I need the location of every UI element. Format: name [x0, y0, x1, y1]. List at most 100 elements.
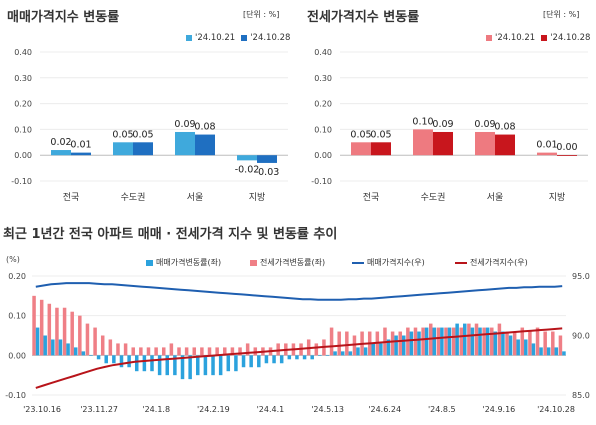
jeonse-change-bar [100, 335, 105, 356]
sale-change-bar [409, 331, 414, 356]
jeonse-change-bar [520, 327, 525, 356]
sale-change-bar [89, 355, 93, 356]
sale-change-bar [424, 327, 429, 356]
bar [257, 155, 277, 163]
sale-change-bar [165, 355, 170, 376]
right-y-tick-label: 95.0 [572, 272, 590, 281]
jeonse-price-change-panel: 전세가격지수 변동률 [단위 : %] '24.10.21 '24.10.28 … [300, 0, 596, 212]
sale-change-bar [302, 355, 307, 360]
sale-change-bar [142, 355, 147, 372]
legend-label: 매매가격지수(우) [367, 258, 425, 267]
data-label: 0.08 [194, 122, 215, 133]
bar [475, 131, 495, 156]
bar [351, 142, 371, 156]
sale-change-bar [554, 347, 559, 356]
legend-label: 전세가격변동률(좌) [260, 258, 326, 267]
x-tick-label: '24.1.8 [142, 405, 170, 414]
sale-change-bar [531, 343, 536, 356]
jeonse-change-bar [551, 331, 555, 356]
jeonse-change-bar [93, 327, 97, 356]
jeonse-change-bar [78, 315, 82, 356]
sale-change-bar [356, 347, 360, 356]
sale-change-bar [310, 355, 314, 360]
jeonse-change-bar [223, 347, 227, 356]
jeonse-change-bar [200, 347, 204, 356]
sale-change-bar [371, 343, 375, 356]
jeonse-change-bar [314, 343, 319, 356]
sale-change-bar [386, 339, 391, 356]
sale-change-bar [508, 335, 513, 356]
jeonse-change-bar [558, 335, 563, 356]
sale-change-bar [485, 327, 490, 356]
sale-change-bar [295, 355, 299, 360]
jeonse-change-bar [406, 327, 410, 356]
jeonse-change-bar [116, 343, 120, 356]
sale-change-bar [279, 355, 284, 364]
data-label: 0.09 [432, 119, 453, 130]
x-tick-label: 서울 [487, 192, 504, 203]
jeonse-change-bar [329, 327, 334, 356]
jeonse-change-bar [184, 347, 189, 356]
jeonse-change-bar [32, 295, 36, 356]
left-y-tick-label: 0.00 [8, 351, 26, 360]
sale-change-bar [257, 355, 261, 368]
sale-change-bar [546, 347, 551, 356]
x-tick-label: '24.6.24 [368, 405, 401, 414]
sale-change-bar [394, 335, 398, 356]
legend-label: 전세가격지수(우) [470, 258, 528, 267]
jeonse-change-bar [245, 343, 250, 356]
x-tick-label: 지방 [249, 192, 266, 203]
y-tick-label: 0.40 [14, 48, 32, 57]
jeonse-change-bar [543, 331, 547, 356]
sale-change-bar [180, 355, 185, 380]
legend-swatch [486, 35, 492, 41]
jeonse-change-bar [444, 327, 448, 356]
left-y-tick-label: -0.10 [5, 391, 26, 400]
y-tick-label: 0.00 [314, 151, 332, 160]
sale-change-bar [440, 327, 444, 356]
sale-change-bar [51, 339, 55, 356]
jeonse-change-bar [276, 343, 280, 356]
data-label: -0.03 [255, 167, 280, 178]
sale-change-bar [119, 355, 124, 368]
bar [537, 152, 557, 156]
left-axis-unit: (%) [6, 255, 20, 264]
bar [495, 134, 515, 156]
data-label: 0.05 [370, 129, 391, 140]
jeonse-change-bar [535, 327, 540, 356]
sale-change-bar [340, 351, 345, 356]
jeonse-change-bar [467, 323, 471, 356]
jeonse-change-bar [490, 327, 494, 356]
data-label: 0.01 [536, 140, 557, 151]
sale-price-change-panel: 매매가격지수 변동률 [단위 : %] '24.10.21 '24.10.28 … [0, 0, 296, 212]
sale-change-bar [401, 335, 406, 356]
legend-swatch [541, 35, 548, 41]
x-tick-label: '24.10.28 [537, 405, 575, 414]
bar [113, 142, 133, 156]
x-tick-label: 전국 [363, 192, 380, 203]
left-y-tick-label: 0.10 [8, 312, 26, 321]
x-tick-label: '24.4.1 [257, 405, 285, 414]
data-label: 0.05 [132, 129, 153, 140]
sale-change-bar [470, 327, 475, 356]
jeonse-change-bar [123, 343, 128, 356]
x-tick-label: '23.11.27 [80, 405, 118, 414]
trend-chart-title: 최근 1년간 전국 아파트 매매 · 전세가격 지수 및 변동률 추이 [3, 227, 338, 242]
sale-change-bar [104, 355, 108, 364]
jeonse-change-bar [39, 299, 44, 356]
jeonse-change-bar [62, 307, 67, 356]
right-y-tick-label: 85.0 [572, 391, 590, 400]
x-tick-label: '24.2.19 [197, 405, 230, 414]
jeonse-change-bar [398, 331, 402, 356]
chart-title: 매매가격지수 변동률 [7, 10, 120, 25]
data-label: 0.00 [556, 142, 577, 153]
data-label: 0.05 [112, 129, 133, 140]
jeonse-change-bar [192, 347, 197, 356]
bar [237, 155, 257, 161]
sale-change-bar [66, 343, 70, 356]
sale-change-bar [318, 355, 322, 356]
jeonse-change-bar [436, 327, 441, 356]
sale-change-bar [325, 355, 330, 356]
sale-change-bar [234, 355, 238, 372]
legend-label: '24.10.21 [195, 33, 236, 43]
